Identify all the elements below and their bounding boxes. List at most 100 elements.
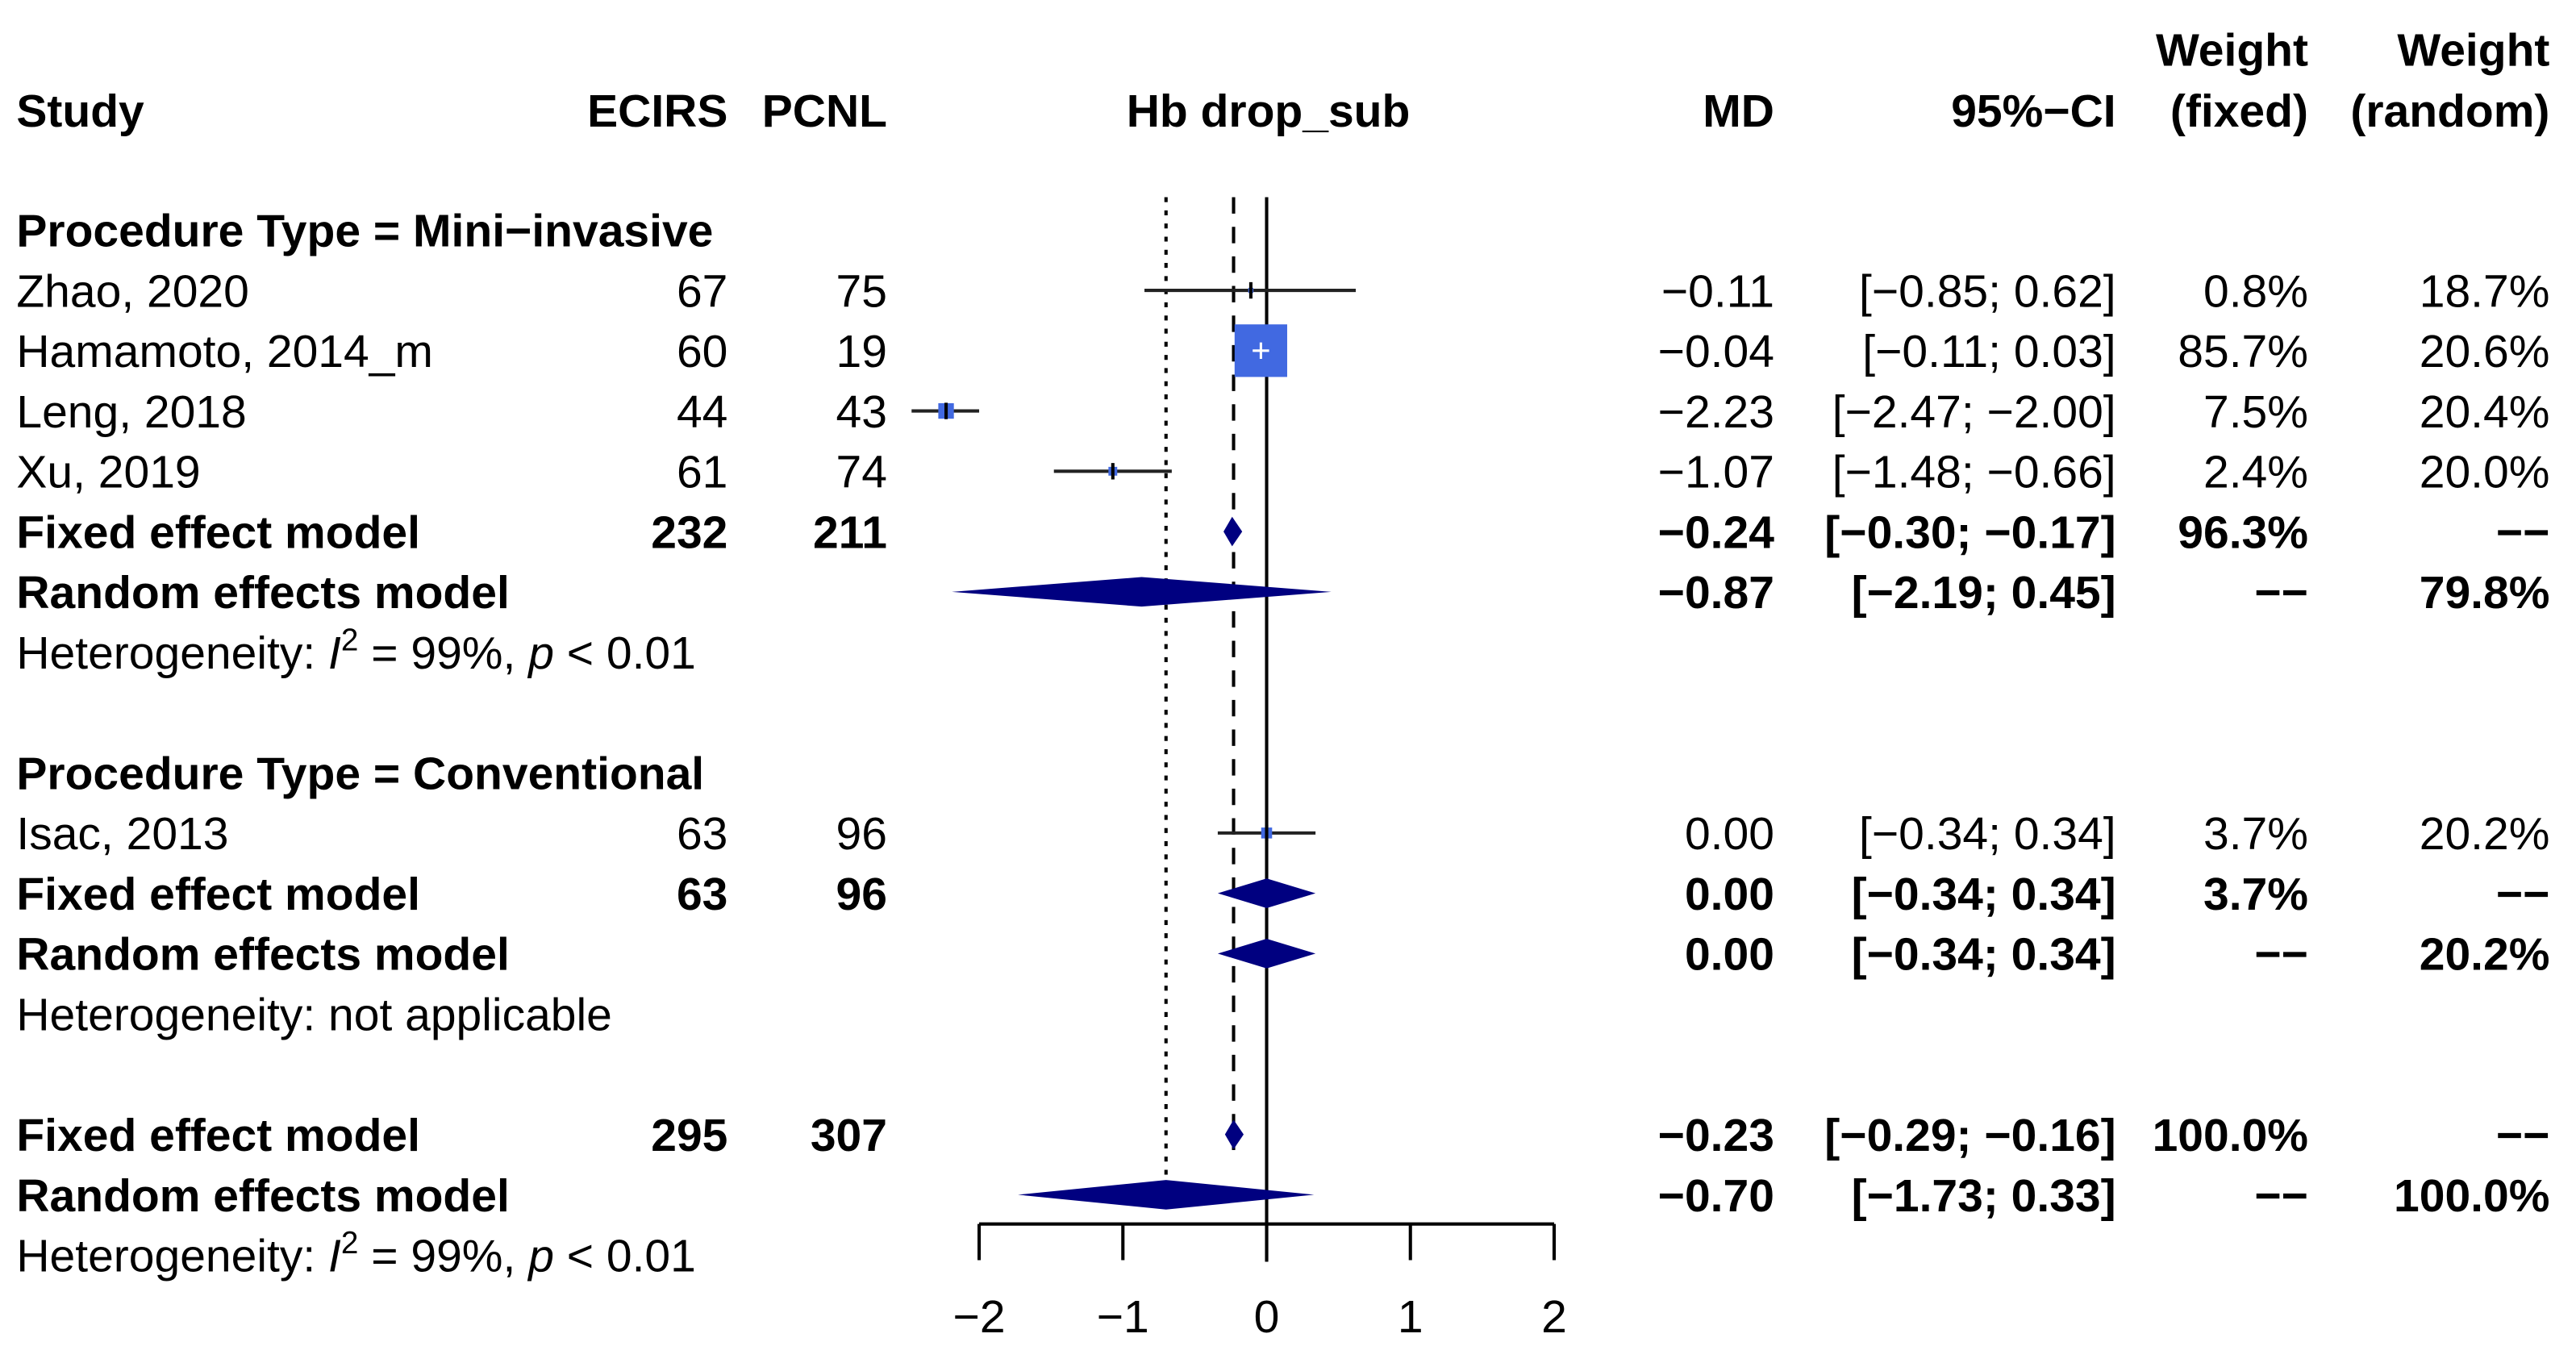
axis-tick-label: 1 xyxy=(1398,1291,1423,1343)
axis-tick-label: −1 xyxy=(1097,1291,1149,1343)
weight-fixed: −− xyxy=(2254,1170,2308,1222)
random-effect-diamond xyxy=(1217,939,1316,969)
weight-fixed: 3.7% xyxy=(2203,869,2308,920)
ci-value: [−0.30; −0.17] xyxy=(1824,506,2115,558)
header-md: MD xyxy=(1703,85,1774,137)
md-value: −0.24 xyxy=(1658,506,1775,558)
header-ci: 95%−CI xyxy=(1951,85,2115,137)
weight-random: 79.8% xyxy=(2420,567,2550,619)
het-p: p xyxy=(527,627,554,679)
random-effect-diamond xyxy=(952,577,1332,607)
ci-value: [−0.34; 0.34] xyxy=(1852,929,2116,981)
weight-fixed: 0.8% xyxy=(2203,265,2308,317)
weight-fixed: 100.0% xyxy=(2153,1110,2308,1161)
study-label: Fixed effect model xyxy=(16,1110,420,1161)
row-study: Zhao, 2020 67 75 −0.11 [−0.85; 0.62] 0.8% 18.7… xyxy=(16,265,2549,317)
row-study: Xu, 2019 61 74 −1.07 [−1.48; −0.66] 2.4% 20.0% xyxy=(16,447,2549,498)
study-label: Leng, 2018 xyxy=(16,386,246,438)
weight-random: −− xyxy=(2496,869,2550,920)
ci-value: [−0.29; −0.16] xyxy=(1824,1110,2115,1161)
study-label: Random effects model xyxy=(16,567,509,619)
pcnl-n: 43 xyxy=(836,386,887,438)
het-mid: = 99%, xyxy=(358,1231,528,1282)
study-rows: Procedure Type = Mini−invasive Zhao, 2020… xyxy=(16,206,2549,1282)
ci-value: [−0.85; 0.62] xyxy=(1859,265,2116,317)
row-random: Random effects model −0.87 [−2.19; 0.45] −−… xyxy=(16,567,2549,619)
study-label: Fixed effect model xyxy=(16,506,420,558)
ecirs-n: 61 xyxy=(677,447,727,498)
group-label: Procedure Type = Mini−invasive xyxy=(16,206,713,257)
row-study: Isac, 2013 63 96 0.00 [−0.34; 0.34] 3.7% 20.2% xyxy=(16,808,2549,860)
x-axis: −2 −1 0 1 2 xyxy=(953,1222,1567,1343)
weight-fixed: 3.7% xyxy=(2203,808,2308,860)
row-study: Hamamoto, 2014_m 60 19 −0.04 [−0.11; 0.03] 85… xyxy=(16,324,2549,377)
md-value: −0.70 xyxy=(1658,1170,1774,1222)
het-rest: < 0.01 xyxy=(554,1231,696,1282)
group-label: Procedure Type = Conventional xyxy=(16,748,704,799)
het-mid: = 99%, xyxy=(358,627,528,679)
study-label: Xu, 2019 xyxy=(16,447,200,498)
ci-value: [−0.34; 0.34] xyxy=(1852,869,2116,920)
study-label: Isac, 2013 xyxy=(16,808,228,860)
pcnl-n: 75 xyxy=(836,265,887,317)
het-sup: 2 xyxy=(341,623,359,658)
het-i: I xyxy=(328,627,341,679)
md-value: 0.00 xyxy=(1685,869,1774,920)
weight-random: 100.0% xyxy=(2394,1170,2549,1222)
md-value: 0.00 xyxy=(1685,808,1774,860)
row-study: Leng, 2018 44 43 −2.23 [−2.47; −2.00] 7.5% 20.… xyxy=(16,386,2549,438)
axis-tick-label: 2 xyxy=(1541,1291,1567,1343)
header-study: Study xyxy=(16,85,144,137)
row-hettext: Heterogeneity: not applicable xyxy=(16,990,612,1041)
study-label: Hamamoto, 2014_m xyxy=(16,326,433,377)
ecirs-n: 63 xyxy=(677,808,727,860)
ci-value: [−1.73; 0.33] xyxy=(1852,1170,2116,1222)
het-prefix: Heterogeneity: xyxy=(16,627,328,679)
pcnl-n: 74 xyxy=(836,447,887,498)
ecirs-n: 295 xyxy=(651,1110,727,1161)
weight-fixed: −− xyxy=(2254,567,2308,619)
header-weight-random-1: Weight xyxy=(2397,25,2549,77)
header-weight-fixed-2: (fixed) xyxy=(2170,85,2308,137)
study-label: Zhao, 2020 xyxy=(16,265,248,317)
header-pcnl: PCNL xyxy=(762,85,887,137)
pcnl-n: 96 xyxy=(836,808,887,860)
ci-value: [−2.47; −2.00] xyxy=(1832,386,2116,438)
ci-value: [−2.19; 0.45] xyxy=(1852,567,2116,619)
pcnl-n: 307 xyxy=(811,1110,887,1161)
pcnl-n: 96 xyxy=(836,869,887,920)
het-prefix: Heterogeneity: xyxy=(16,1231,328,1282)
axis-tick-label: 0 xyxy=(1254,1291,1280,1343)
weight-random: 20.2% xyxy=(2420,808,2550,860)
weight-random: 20.0% xyxy=(2420,447,2550,498)
row-fixed: Fixed effect model 295 307 −0.23 [−0.29; −0.… xyxy=(16,1110,2549,1161)
md-value: −0.04 xyxy=(1658,326,1774,377)
ci-value: [−1.48; −0.66] xyxy=(1832,447,2116,498)
study-label: Random effects model xyxy=(16,929,509,981)
heterogeneity-text: Heterogeneity: I2 = 99%, p < 0.01 xyxy=(16,623,696,679)
weight-fixed: 2.4% xyxy=(2203,447,2308,498)
weight-random: 18.7% xyxy=(2420,265,2550,317)
ecirs-n: 232 xyxy=(651,506,727,558)
random-effect-diamond xyxy=(1018,1180,1315,1210)
ecirs-n: 44 xyxy=(677,386,727,438)
column-headers: Study ECIRS PCNL Hb drop_sub MD 95%−CI W… xyxy=(16,25,2549,137)
md-value: −0.11 xyxy=(1661,265,1774,317)
row-group: Procedure Type = Mini−invasive xyxy=(16,206,713,257)
fixed-effect-diamond xyxy=(1217,878,1316,908)
md-value: 0.00 xyxy=(1685,929,1774,981)
row-fixed: Fixed effect model 232 211 −0.24 [−0.30; −0.… xyxy=(16,506,2549,558)
md-value: −1.07 xyxy=(1658,447,1774,498)
weight-random: 20.6% xyxy=(2420,326,2550,377)
row-fixed: Fixed effect model 63 96 0.00 [−0.34; 0.34] 3… xyxy=(16,869,2549,920)
het-i: I xyxy=(328,1231,341,1282)
row-group: Procedure Type = Conventional xyxy=(16,748,704,799)
weight-random: −− xyxy=(2496,506,2550,558)
row-random: Random effects model −0.70 [−1.73; 0.33] −−… xyxy=(16,1170,2549,1222)
weight-fixed: 96.3% xyxy=(2178,506,2308,558)
header-weight-random-2: (random) xyxy=(2350,85,2549,137)
md-value: −0.87 xyxy=(1658,567,1774,619)
ecirs-n: 63 xyxy=(677,869,727,920)
pcnl-n: 19 xyxy=(836,326,887,377)
